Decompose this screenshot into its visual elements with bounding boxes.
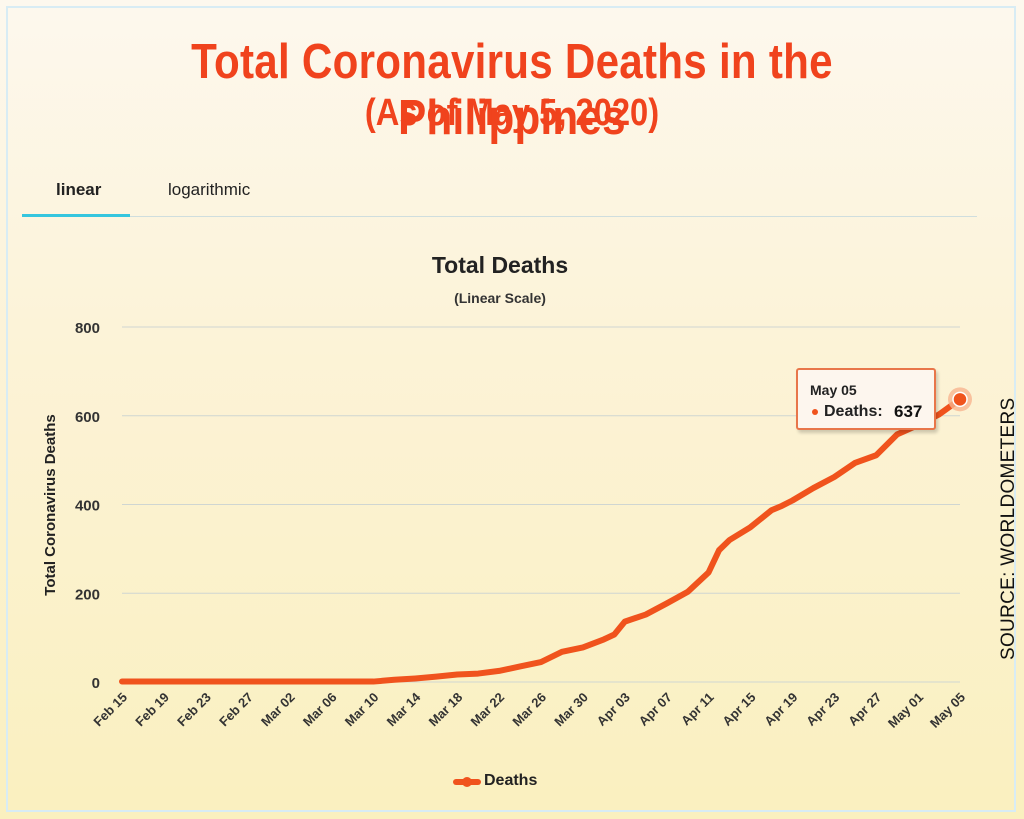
x-tick-label: Feb 15 (90, 690, 130, 730)
y-axis-label: Total Coronavirus Deaths (42, 414, 59, 595)
chart-title: Total Deaths (431, 252, 569, 278)
x-tick-label: Feb 27 (216, 690, 256, 730)
x-tick-label: Mar 30 (551, 690, 591, 730)
y-tick-label: 200 (75, 586, 100, 603)
x-tick-label: Apr 07 (636, 690, 675, 729)
x-tick-label: Feb 23 (174, 690, 214, 730)
y-tick-label: 800 (75, 320, 100, 337)
scale-tabs: linear logarithmic (22, 172, 977, 217)
page-title: Total Coronavirus Deaths in the Philippi… (191, 35, 833, 145)
legend-dot-marker (462, 777, 472, 787)
x-tick-label: Apr 15 (719, 690, 758, 729)
tooltip-date: May 05 (810, 382, 857, 398)
chart-subtitle: (Linear Scale) (454, 290, 546, 306)
x-tick-label: Mar 10 (342, 690, 382, 730)
y-tick-label: 600 (75, 409, 100, 426)
data-tooltip: May 05 Deaths: 637 (796, 368, 936, 430)
x-tick-label: May 01 (885, 690, 926, 731)
x-tick-label: Mar 06 (300, 690, 340, 730)
highlight-point (952, 391, 968, 408)
x-tick-label: Apr 23 (803, 690, 842, 729)
y-tick-label: 400 (75, 498, 100, 515)
series-line-deaths (119, 396, 963, 685)
source-credit: SOURCE: WORLDOMETERS (998, 397, 1019, 660)
x-tick-label: Apr 27 (845, 690, 884, 729)
x-tick-label: Apr 19 (761, 690, 800, 729)
active-tab-indicator (22, 214, 130, 217)
x-tick-label: Apr 11 (678, 690, 717, 729)
x-tick-label: Apr 03 (594, 690, 633, 729)
y-tick-label: 0 (92, 675, 100, 692)
tab-linear[interactable]: linear (56, 180, 102, 199)
x-tick-label: Mar 18 (426, 690, 466, 730)
tooltip-value: 637 (894, 402, 923, 421)
tooltip-series-dot (812, 409, 818, 415)
x-tick-label: Feb 19 (132, 690, 172, 730)
x-tick-label: Mar 22 (467, 690, 507, 730)
page-subtitle: (As of May 5, 2020) (364, 92, 660, 134)
image-frame (6, 6, 1016, 812)
x-tick-label: Mar 14 (384, 689, 424, 729)
tab-logarithmic[interactable]: logarithmic (168, 180, 251, 199)
tooltip-label: Deaths: (824, 403, 883, 420)
x-tick-label: Mar 26 (509, 690, 549, 730)
x-tick-label: Mar 02 (258, 690, 298, 730)
x-tick-label: May 05 (927, 690, 968, 731)
legend-label-deaths[interactable]: Deaths (484, 772, 538, 789)
